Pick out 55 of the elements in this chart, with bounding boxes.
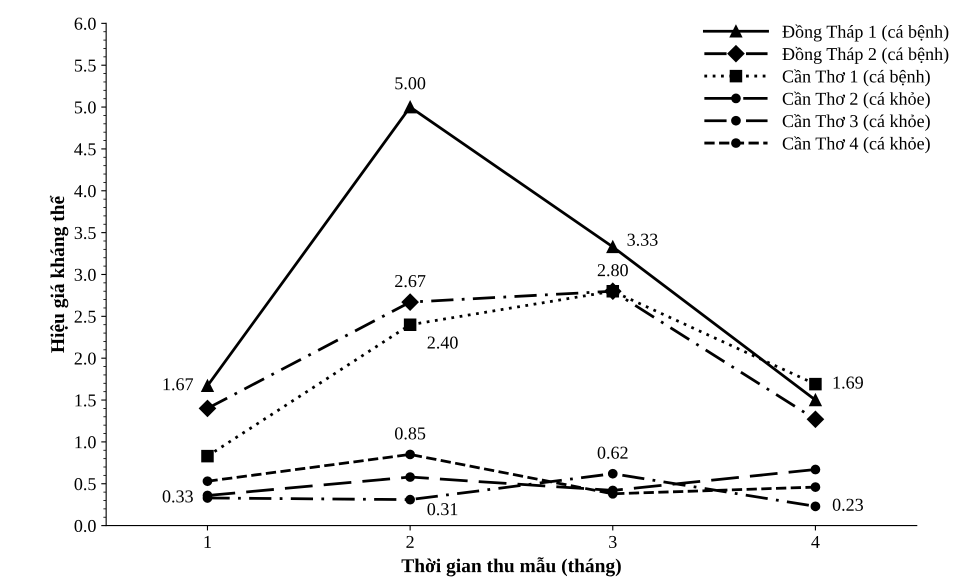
legend-label: Đồng Tháp 1 (cá bệnh) [782,24,948,42]
point [201,450,214,462]
data-label: 0.23 [832,498,863,511]
y-axis-title: Hiệu giá kháng thể [50,196,68,353]
data-label: 2.80 [598,264,628,276]
point [810,464,820,474]
data-label: 0.33 [162,490,193,503]
y-tick-label: 3.5 [74,226,96,240]
point [402,294,419,311]
legend-label: Cần Thơ 2 (cá khỏe) [782,92,930,109]
point [404,100,416,114]
point [810,501,820,512]
data-label: 5.00 [395,77,426,90]
x-tick-label: 1 [204,536,211,548]
y-tick-label: 5.5 [74,60,96,72]
x-tick-label: 2 [406,536,414,548]
point [809,378,822,390]
data-label: 3.33 [628,234,658,246]
data-label: 0.31 [427,503,458,516]
point [198,400,216,417]
y-tick-label: 0.5 [74,478,96,490]
point [606,240,620,254]
point [202,476,212,486]
legend-label: Cần Thơ 3 (cá khỏe) [782,114,930,131]
x-tick-label: 4 [811,536,820,548]
data-label: 2.40 [428,336,458,349]
data-label: 1.67 [164,378,194,390]
point [608,468,618,479]
point [404,318,416,331]
y-tick-label: 5.0 [74,101,96,114]
x-axis-title: Thời gian thu mẫu (tháng) [402,557,621,576]
legend-label: Cần Thơ 4 (cá khỏe) [782,136,930,154]
point [405,472,415,482]
y-tick-label: 2.5 [74,310,96,323]
point [810,482,820,492]
legend-label: Cần Thơ 1 (cá bệnh) [782,69,930,86]
y-tick-label: 4.0 [74,185,96,198]
y-tick-label: 1.0 [75,436,96,448]
x-tick-label: 3 [609,536,617,548]
y-tick-label: 4.5 [74,143,96,156]
y-tick-label: 1.5 [75,394,96,407]
point [405,494,415,505]
y-tick-label: 6.0 [74,18,96,30]
y-tick-label: 0.0 [74,520,96,532]
data-label: 0.85 [395,427,426,440]
point [809,394,822,406]
point [405,450,415,460]
legend-label: Đồng Tháp 2 (cá bệnh) [782,46,948,64]
data-label: 0.62 [598,446,628,459]
y-tick-label: 2.0 [74,352,96,365]
data-label: 1.69 [834,376,863,389]
point [201,380,214,392]
point [806,410,824,428]
data-label: 2.67 [395,275,426,288]
y-tick-label: 3.0 [74,268,96,281]
